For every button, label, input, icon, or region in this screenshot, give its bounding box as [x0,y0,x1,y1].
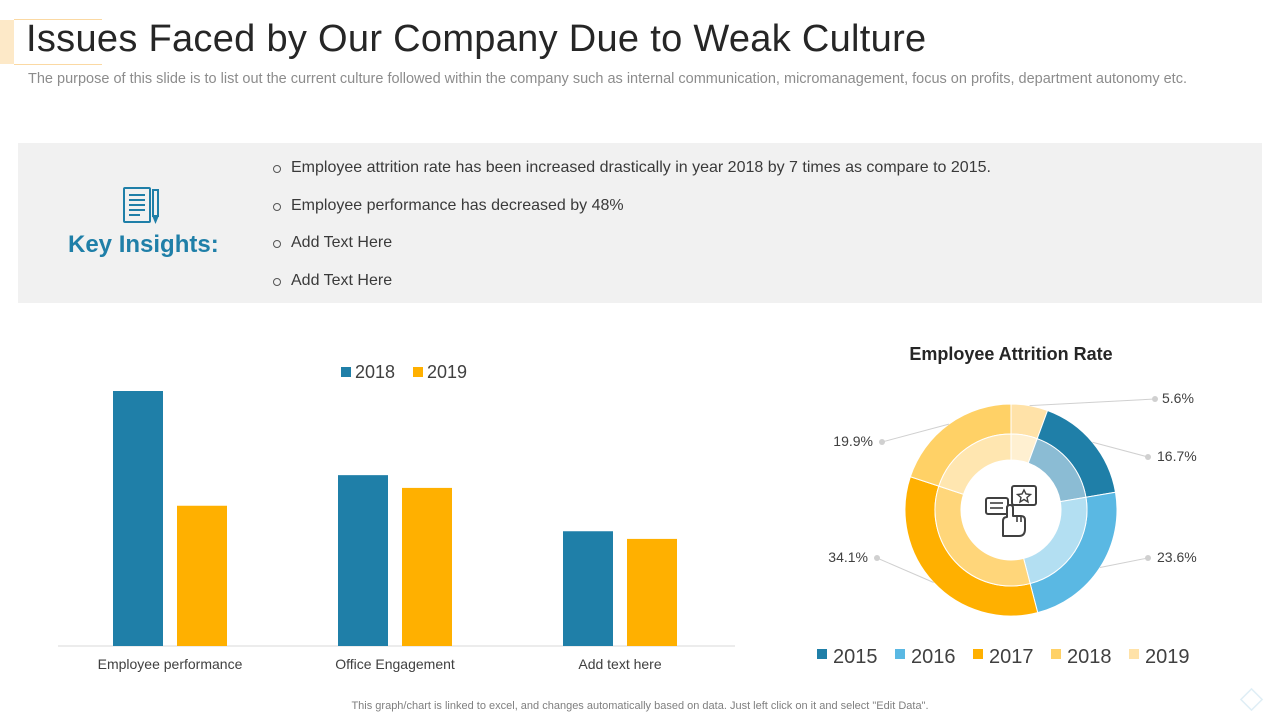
doughnut-legend-label: 2017 [989,646,1034,668]
page-title: Issues Faced by Our Company Due to Weak … [26,18,927,60]
key-insights-panel [18,143,1262,303]
corner-diamond-icon [1239,687,1264,712]
insight-bullet: Add Text Here [272,233,991,271]
title-accent-line-top [14,19,102,20]
bar-legend-label: 2018 [355,362,395,382]
doughnut-legend-swatch [817,649,827,659]
doughnut-leader-line [881,423,950,443]
hand-rating-icon [985,485,1037,537]
document-pen-icon [123,187,159,224]
page-subtitle: The purpose of this slide is to list out… [28,71,1187,87]
doughnut-legend-swatch [973,649,983,659]
insight-bullet: Employee performance has decreased by 48… [272,196,991,234]
doughnut-legend-label: 2019 [1145,646,1190,668]
bar-category-label: Office Engagement [335,656,455,672]
bar-legend-label: 2019 [427,362,467,382]
doughnut-data-label: 19.9% [833,433,873,449]
bar-2018-2 [563,531,613,646]
insight-bullet: Employee attrition rate has been increas… [272,158,991,196]
insight-text: Add Text Here [291,271,393,289]
bar-category-label: Add text here [578,656,661,672]
bar-2019-1 [402,487,452,646]
insight-text: Add Text Here [291,234,393,251]
insight-bullet: Add Text Here [272,271,991,309]
doughnut-legend-swatch [1051,649,1061,659]
bar-2019-2 [627,538,677,646]
bar-legend-swatch [413,367,423,377]
bar-2018-1 [338,475,388,646]
doughnut-leader-dot [874,555,880,561]
doughnut-leader-dot [1145,454,1151,460]
doughnut-leader-line [876,557,934,583]
doughnut-leader-line [1092,441,1149,458]
doughnut-leader-dot [879,439,885,445]
doughnut-legend-label: 2018 [1067,646,1112,668]
bar-category-label: Employee performance [98,656,243,672]
insight-text: Employee performance has decreased by 48… [291,196,624,214]
doughnut-leader-line [1029,398,1156,407]
doughnut-title: Employee Attrition Rate [909,344,1112,364]
doughnut-legend-swatch [1129,649,1139,659]
doughnut-legend-label: 2016 [911,646,956,668]
doughnut-leader-dot [1152,396,1158,402]
doughnut-data-label: 23.6% [1157,549,1197,565]
bar-legend-swatch [341,367,351,377]
footer-note: This graph/chart is linked to excel, and… [351,700,929,712]
title-accent-line-bottom [14,64,102,65]
insight-text: Employee attrition rate has been increas… [291,159,991,176]
title-accent-bar [0,20,14,64]
bullet-circle-icon [273,202,281,211]
bar-2019-0 [177,505,227,646]
doughnut-inner-slice-2019 [938,433,1012,495]
doughnut-data-label: 34.1% [828,549,868,565]
key-insights-label: Key Insights: [68,231,219,258]
bullet-circle-icon [273,165,281,173]
doughnut-leader-line [1099,557,1149,569]
doughnut-legend-swatch [895,649,905,659]
doughnut-legend-label: 2015 [833,646,878,668]
insights-bullet-list: Employee attrition rate has been increas… [272,158,991,308]
doughnut-leader-dot [1145,555,1151,561]
doughnut-data-label: 16.7% [1157,448,1197,464]
bullet-circle-icon [273,277,281,286]
bullet-circle-icon [273,240,281,248]
doughnut-data-label: 5.6% [1162,390,1194,406]
bar-2018-0 [113,391,163,646]
